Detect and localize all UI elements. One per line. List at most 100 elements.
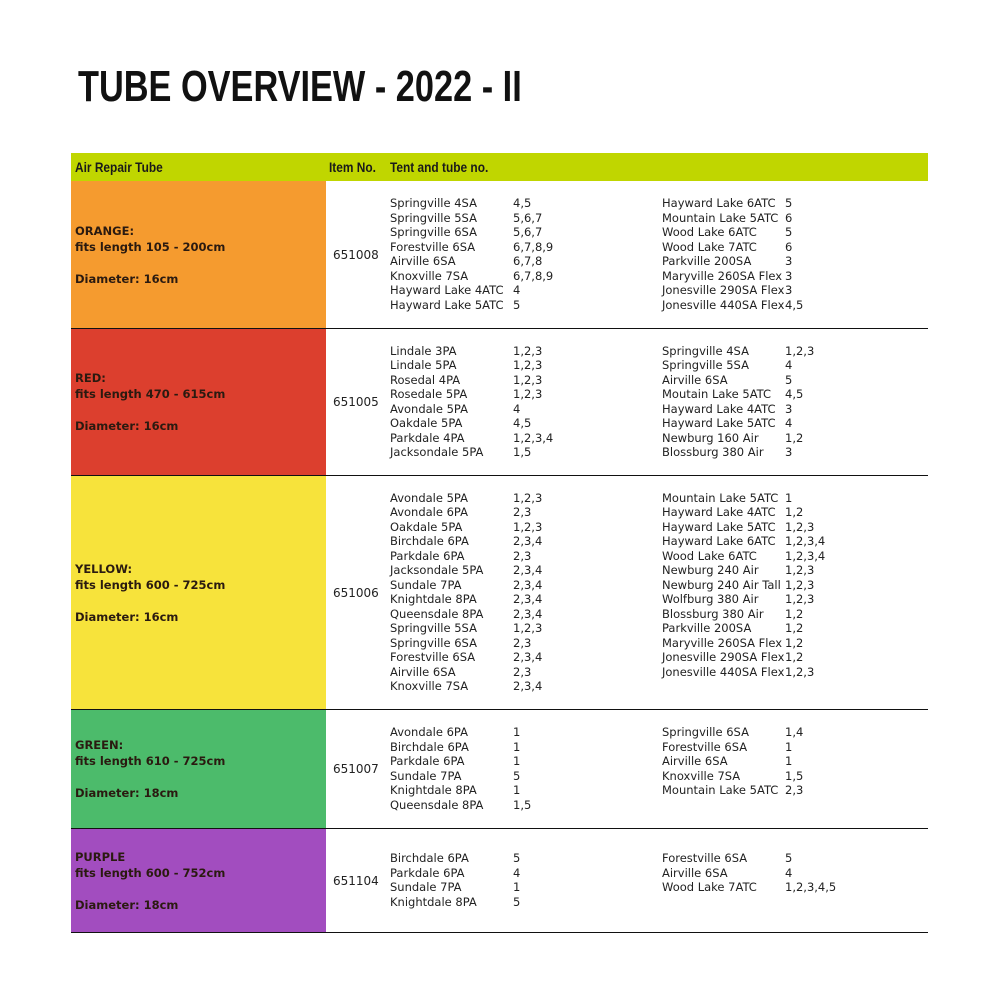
tube-numbers: 1 xyxy=(513,739,521,754)
tent-name: Queensdale 8PA xyxy=(390,797,484,812)
item-number: 651104 xyxy=(333,873,379,888)
tent-name: Forestville 6SA xyxy=(390,650,476,664)
tube-numbers: 2,3 xyxy=(785,783,804,797)
list-item: Springville 6SA 1,4 xyxy=(662,725,803,740)
tube-numbers: 6 xyxy=(785,210,793,225)
tent-name: Forestville 6SA xyxy=(390,239,476,254)
tube-numbers: 5 xyxy=(785,196,793,210)
tube-numbers: 4,5 xyxy=(785,387,804,401)
tube-numbers: 2,3,4 xyxy=(513,577,543,592)
tent-name: Springville 6SA xyxy=(390,225,477,239)
list-item: Parkdale 4PA 1,2,3,4 xyxy=(390,431,553,446)
tent-name: Newburg 160 Air xyxy=(662,430,759,445)
tube-numbers: 1,2,3 xyxy=(513,343,543,358)
list-item: Avondale 5PA 4 xyxy=(390,402,520,417)
tent-name: Hayward Lake 4ATC xyxy=(662,505,776,519)
tent-name: Parkville 200SA xyxy=(662,254,752,268)
tent-name: Blossburg 380 Air xyxy=(662,606,764,621)
tent-name: Forestville 6SA xyxy=(662,851,748,865)
tent-name: Mountain Lake 5ATC xyxy=(662,490,779,505)
header-air-repair-tube: Air Repair Tube xyxy=(75,159,163,175)
tube-numbers: 1,5 xyxy=(785,768,804,783)
list-item: Rosedal 4PA 1,2,3 xyxy=(390,373,542,388)
tent-name: Maryville 260SA Flex xyxy=(662,268,783,283)
tube-numbers: 3 xyxy=(785,283,793,297)
list-item: Wood Lake 7ATC 1,2,3,4,5 xyxy=(662,880,836,895)
tent-list-right: Hayward Lake 6ATC 5 Mountain Lake 5ATC 6 Woo… xyxy=(662,196,803,312)
item-number: 651005 xyxy=(333,395,379,409)
tube-numbers: 1,2,3 xyxy=(785,577,815,592)
tube-numbers: 5 xyxy=(513,894,521,909)
tube-length: fits length 105 - 200cm xyxy=(75,239,226,254)
tube-numbers: 2,3,4 xyxy=(513,534,543,548)
list-item: Maryville 260SA Flex 1,2 xyxy=(662,635,803,651)
tube-numbers: 3 xyxy=(785,254,793,268)
tube-numbers: 2,3 xyxy=(513,548,532,563)
color-swatch: PURPLE fits length 600 - 752cm Diameter:… xyxy=(71,829,326,932)
item-number: 651007 xyxy=(333,762,379,776)
tent-name: Hayward Lake 6ATC xyxy=(662,196,776,210)
tube-diameter: Diameter: 18cm xyxy=(75,786,179,800)
tent-name: Lindale 5PA xyxy=(390,358,457,372)
tent-name: Knightdale 8PA xyxy=(390,894,477,909)
tent-name: Springville 6SA xyxy=(390,635,477,650)
tent-name: Maryville 260SA Flex xyxy=(662,635,783,650)
tube-numbers: 3 xyxy=(785,401,793,416)
tent-name: Jacksondale 5PA xyxy=(390,563,484,577)
tent-name: Newburg 240 Air Tall xyxy=(662,577,781,592)
tube-numbers: 2,3,4 xyxy=(513,592,543,606)
list-item: Jonesville 290SA Flex 1,2 xyxy=(662,650,803,665)
list-item: Springville 5SA 1,2,3 xyxy=(390,621,542,636)
tent-name: Birchdale 6PA xyxy=(390,739,469,754)
tube-numbers: 2,3,4 xyxy=(513,679,543,693)
tube-numbers: 1,2,3,4 xyxy=(785,534,826,548)
list-item: Maryville 260SA Flex 3 xyxy=(662,268,792,284)
tent-name: Jonesville 290SA Flex xyxy=(662,650,785,664)
list-item: Birchdale 6PA 5 xyxy=(390,851,520,866)
color-swatch: GREEN: fits length 610 - 725cm Diameter:… xyxy=(71,710,326,828)
tent-name: Springville 5SA xyxy=(390,621,477,635)
tube-numbers: 2,3,4 xyxy=(513,606,543,621)
tent-list-right: Springville 6SA 1,4 Forestville 6SA 1 Airvil… xyxy=(662,725,803,798)
list-item: Jonesville 440SA Flex 1,2,3 xyxy=(662,665,814,680)
tent-name: Hayward Lake 5ATC xyxy=(390,297,504,312)
table-row: RED: fits length 470 - 615cm Diameter: 1… xyxy=(71,329,928,476)
tent-list-left: Birchdale 6PA 5 Parkdale 6PA 4 Sundale 7PA 1 K… xyxy=(390,851,520,909)
tent-name: Jacksondale 5PA xyxy=(390,445,484,459)
list-item: Lindale 5PA 1,2,3 xyxy=(390,358,542,373)
tube-color: YELLOW: xyxy=(75,561,133,576)
list-item: Newburg 160 Air 1,2 xyxy=(662,430,803,446)
tube-numbers: 1,2 xyxy=(785,650,804,664)
tube-length: fits length 470 - 615cm xyxy=(75,387,226,401)
tube-numbers: 1,2 xyxy=(785,430,804,445)
item-number: 651008 xyxy=(333,247,379,262)
tube-numbers: 1,2,3 xyxy=(513,387,543,401)
tube-numbers: 1,2 xyxy=(785,606,804,621)
tube-diameter: Diameter: 16cm xyxy=(75,609,179,624)
tube-color: PURPLE xyxy=(75,849,126,864)
tube-numbers: 1,2 xyxy=(785,635,804,650)
tent-name: Avondale 5PA xyxy=(390,490,468,505)
list-item: Rosedale 5PA 1,2,3 xyxy=(390,387,542,402)
list-item: Airville 6SA 5 xyxy=(662,372,792,388)
tent-name: Airville 6SA xyxy=(662,372,728,387)
list-item: Knightdale 8PA 1 xyxy=(390,783,520,798)
list-item: Sundale 7PA 1 xyxy=(390,880,520,895)
list-item: Newburg 240 Air Tall 1,2,3 xyxy=(662,577,814,593)
list-item: Blossburg 380 Air 1,2 xyxy=(662,606,803,622)
tent-name: Knoxville 7SA xyxy=(662,768,741,783)
tube-numbers: 1,2,3 xyxy=(785,664,815,679)
tent-name: Newburg 240 Air xyxy=(662,563,759,577)
list-item: Oakdale 5PA 4,5 xyxy=(390,416,531,431)
list-item: Hayward Lake 4ATC 3 xyxy=(662,402,792,417)
list-item: Parkville 200SA 1,2 xyxy=(662,621,803,636)
tube-numbers: 5,6,7 xyxy=(513,210,543,225)
tent-name: Blossburg 380 Air xyxy=(662,445,764,459)
tube-numbers: 4 xyxy=(785,358,793,372)
tent-name: Avondale 6PA xyxy=(390,505,468,519)
tube-numbers: 4,5 xyxy=(513,196,532,210)
item-number: 651006 xyxy=(333,585,379,600)
tube-length: fits length 610 - 725cm xyxy=(75,754,226,768)
list-item: Knoxville 7SA 2,3,4 xyxy=(390,679,542,694)
tent-name: Sundale 7PA xyxy=(390,768,462,783)
